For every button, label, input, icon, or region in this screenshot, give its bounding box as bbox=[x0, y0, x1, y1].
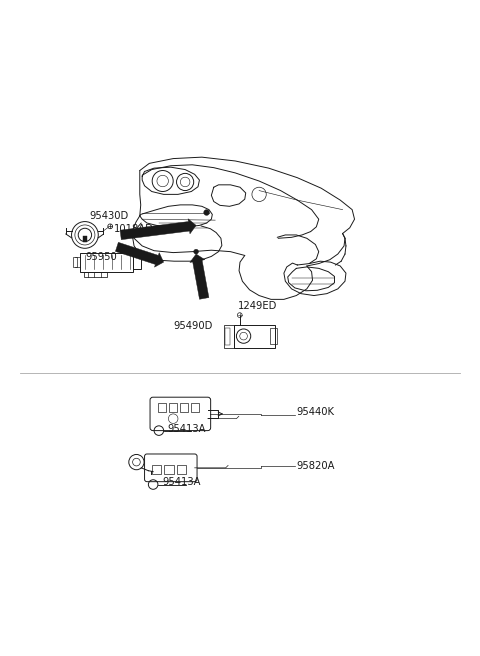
Text: 95820A: 95820A bbox=[296, 461, 335, 471]
Bar bbox=[177, 465, 186, 474]
Bar bbox=[224, 325, 234, 348]
Text: 1018AD: 1018AD bbox=[114, 224, 154, 234]
Bar bbox=[84, 272, 107, 277]
Bar bbox=[73, 257, 77, 267]
Bar bbox=[191, 403, 199, 411]
Bar bbox=[157, 403, 166, 411]
Text: 1249ED: 1249ED bbox=[238, 301, 277, 311]
Bar bbox=[83, 236, 87, 241]
Text: 95440K: 95440K bbox=[296, 407, 334, 417]
Circle shape bbox=[204, 210, 209, 215]
Polygon shape bbox=[120, 218, 196, 239]
Bar bbox=[168, 403, 177, 411]
Bar bbox=[270, 329, 277, 344]
Bar bbox=[180, 403, 188, 411]
Text: 95430D: 95430D bbox=[90, 211, 129, 221]
Text: 95413A: 95413A bbox=[163, 478, 201, 487]
Bar bbox=[164, 465, 174, 474]
Bar bbox=[152, 465, 161, 474]
Text: 95950: 95950 bbox=[85, 253, 117, 262]
Text: 95490D: 95490D bbox=[173, 321, 213, 331]
Bar bbox=[132, 255, 141, 270]
Bar bbox=[234, 325, 275, 348]
Polygon shape bbox=[115, 242, 164, 267]
Bar bbox=[80, 253, 132, 272]
Bar bbox=[226, 327, 230, 344]
Circle shape bbox=[194, 249, 199, 254]
Polygon shape bbox=[190, 254, 209, 299]
Text: 95413A: 95413A bbox=[168, 424, 206, 434]
